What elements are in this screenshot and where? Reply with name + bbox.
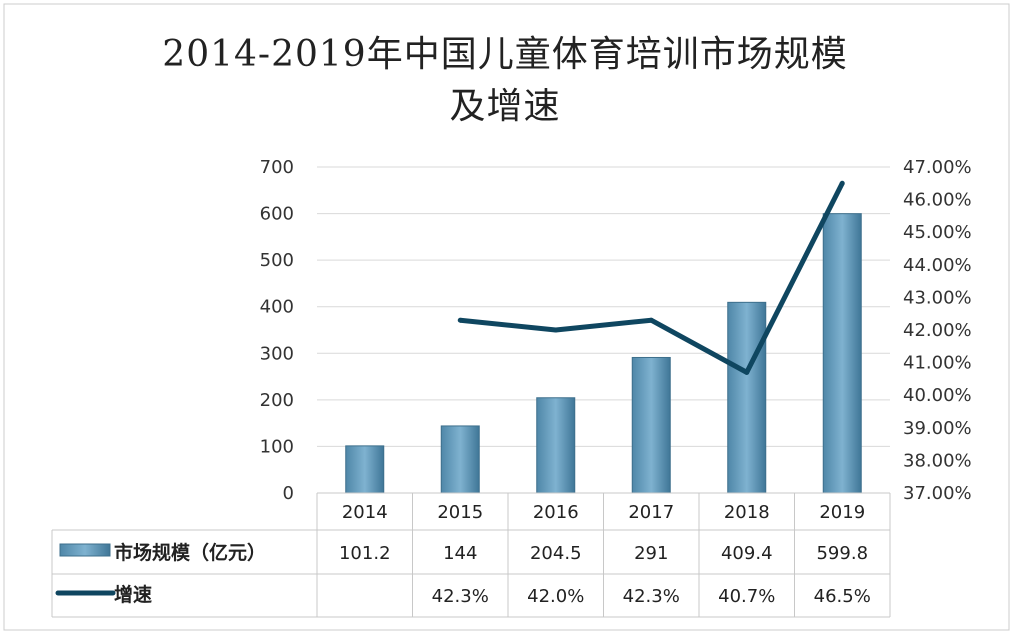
market-size-label: 101.2 [339, 543, 391, 564]
growth-point-2018 [744, 369, 750, 375]
market-size-label: 204.5 [530, 543, 582, 564]
market-size-label: 409.4 [721, 543, 773, 564]
growth-label: 42.3% [432, 586, 489, 607]
growth-line [459, 182, 845, 375]
category-label: 2014 [342, 502, 388, 523]
growth-label: 46.5% [814, 586, 871, 607]
legend-growth: 增速 [114, 583, 152, 606]
growth-label: 40.7% [718, 586, 775, 607]
left-axis-tick: 500 [260, 250, 294, 271]
growth-point-2017 [648, 317, 654, 323]
right-axis-tick: 45.00% [903, 222, 972, 243]
growth-point-2019 [839, 180, 845, 186]
category-label: 2018 [724, 502, 770, 523]
bar-2017 [631, 356, 671, 494]
market-size-label: 291 [634, 543, 668, 564]
bar-2014 [345, 445, 385, 494]
right-axis-tick: 40.00% [903, 385, 972, 406]
right-axis-tick: 39.00% [903, 418, 972, 439]
right-axis-tick: 37.00% [903, 483, 972, 504]
chart-title-line1: 2014-2019年中国儿童体育培训市场规模 [162, 34, 847, 75]
right-axis-tick: 42.00% [903, 320, 972, 341]
market-size-label: 144 [443, 543, 477, 564]
market-size-label: 599.8 [816, 543, 868, 564]
bar-2019 [822, 213, 862, 494]
growth-label: 42.3% [623, 586, 680, 607]
right-axis-tick: 47.00% [903, 157, 972, 178]
chart-border [3, 3, 1010, 631]
left-axis-tick: 700 [260, 157, 294, 178]
left-axis-tick: 0 [283, 483, 294, 504]
right-axis-tick: 46.00% [903, 190, 972, 211]
right-axis-tick: 38.00% [903, 450, 972, 471]
chart-title-line2: 及增速 [449, 86, 560, 127]
growth-label: 42.0% [527, 586, 584, 607]
left-axis-tick: 400 [260, 297, 294, 318]
right-axis-tick: 41.00% [903, 353, 972, 374]
right-axis-tick: 43.00% [903, 287, 972, 308]
bar-2018 [727, 301, 767, 494]
growth-point-2015 [457, 317, 463, 323]
legend-bar-swatch [59, 543, 111, 557]
left-axis-tick: 200 [260, 390, 294, 411]
right-axis-tick: 44.00% [903, 255, 972, 276]
bar-2015 [440, 425, 480, 494]
left-axis-tick: 100 [260, 436, 294, 457]
growth-point-2016 [553, 327, 559, 333]
category-label: 2017 [628, 502, 674, 523]
category-label: 2016 [533, 502, 579, 523]
left-axis-tick: 600 [260, 204, 294, 225]
left-axis-tick: 300 [260, 343, 294, 364]
legend-market-size: 市场规模（亿元） [114, 541, 266, 564]
category-label: 2019 [819, 502, 865, 523]
bar-2016 [536, 397, 576, 494]
category-label: 2015 [437, 502, 483, 523]
